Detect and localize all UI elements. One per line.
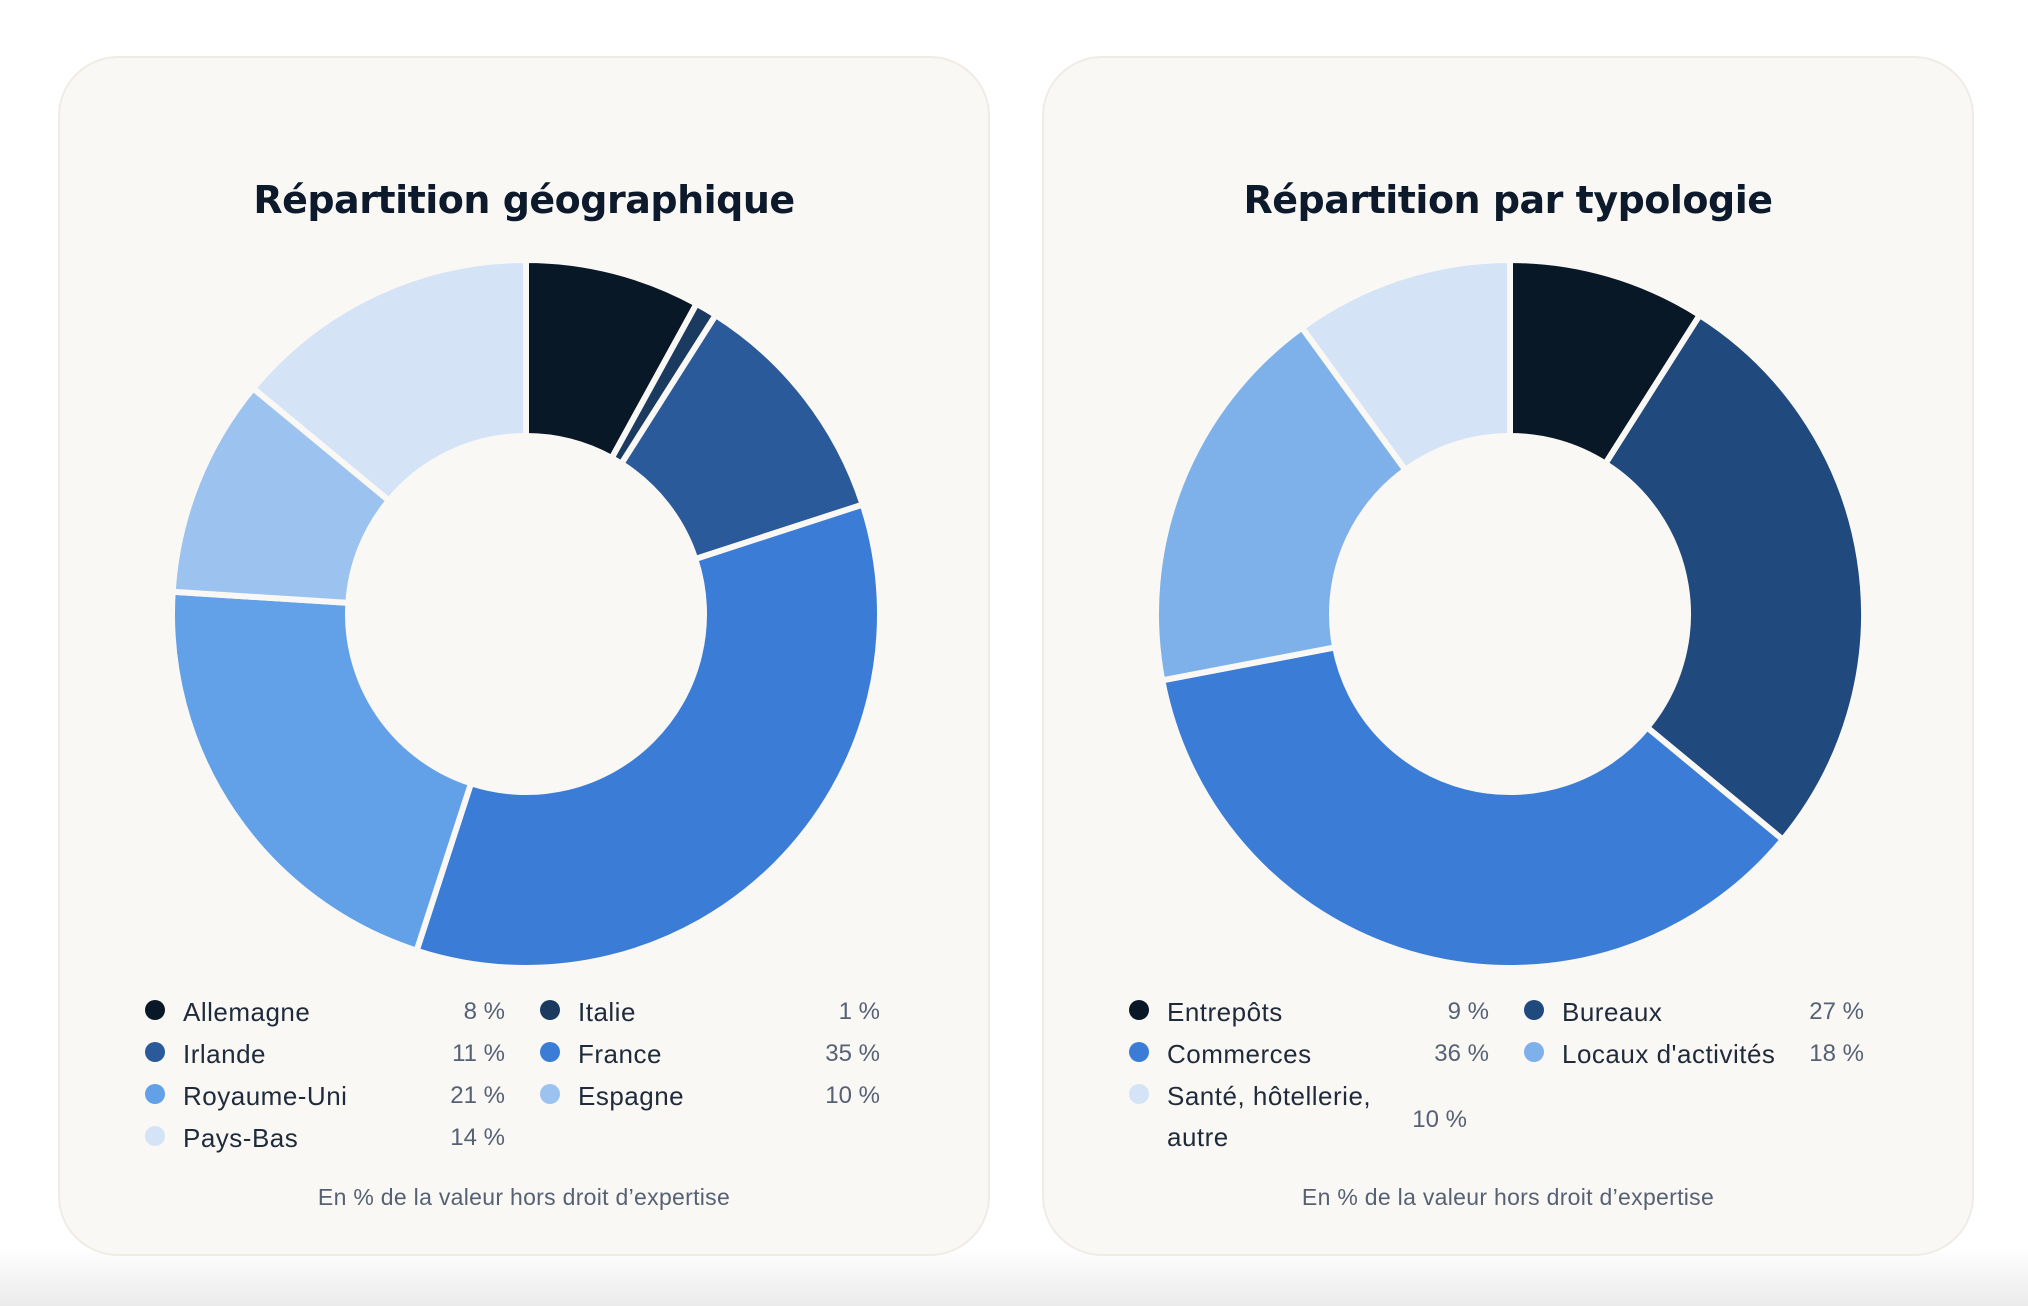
donut-slice-commerces[interactable] bbox=[1158, 643, 1787, 970]
legend-label: Irlande bbox=[183, 1039, 266, 1069]
legend-dot-icon bbox=[145, 1126, 165, 1146]
legend-value: 10 % bbox=[1412, 1106, 1467, 1133]
donut-slice-pays-bas[interactable] bbox=[249, 258, 529, 505]
legend-item-commerces: Commerces 36 % bbox=[1129, 1040, 1524, 1068]
chart-note-geographic: En % de la valeur hors droit d’expertise bbox=[317, 1184, 731, 1210]
legend-label: Royaume-Uni bbox=[183, 1081, 348, 1111]
legend-value: 9 % bbox=[1447, 998, 1489, 1025]
legend-item-france: France 35 % bbox=[540, 1040, 915, 1068]
legend-value: 27 % bbox=[1809, 998, 1864, 1025]
legend-label: Locaux d'activités bbox=[1562, 1039, 1776, 1069]
donut-slice-france[interactable] bbox=[412, 500, 882, 970]
donut-slice-locaux-d-activites[interactable] bbox=[1154, 323, 1410, 684]
legend-label: Santé, hôtellerie, autre bbox=[1167, 1081, 1372, 1152]
donut-slice-sante-hotellerie-autre[interactable] bbox=[1297, 258, 1513, 475]
donut-chart-typology bbox=[1154, 258, 1866, 970]
legend-dot-icon bbox=[145, 1084, 165, 1104]
donut-chart-geographic bbox=[170, 258, 882, 970]
legend-geographic: Allemagne 8 % Italie 1 % Irlande 11 % France 35… bbox=[145, 998, 915, 1152]
legend-dot-icon bbox=[145, 1000, 165, 1020]
legend-label: Italie bbox=[578, 997, 636, 1027]
chart-note-typology: En % de la valeur hors droit d’expertise bbox=[1301, 1184, 1715, 1210]
legend-value: 10 % bbox=[825, 1082, 880, 1109]
legend-value: 14 % bbox=[450, 1124, 505, 1151]
legend-value: 18 % bbox=[1809, 1040, 1864, 1067]
legend-label: Allemagne bbox=[183, 997, 311, 1027]
legend-label: Commerces bbox=[1167, 1039, 1312, 1069]
legend-dot-icon bbox=[145, 1042, 165, 1062]
legend-label: France bbox=[578, 1039, 662, 1069]
legend-dot-icon bbox=[540, 1084, 560, 1104]
chart-title-geographic: Répartition géographique bbox=[253, 178, 795, 222]
legend-item-sante-hotellerie-autre: Santé, hôtellerie, autre 10 % bbox=[1129, 1081, 1524, 1158]
legend-value: 11 % bbox=[452, 1040, 505, 1067]
legend-dot-icon bbox=[1524, 1042, 1544, 1062]
legend-item-bureaux: Bureaux 27 % bbox=[1524, 998, 1899, 1026]
chart-card-geographic: Répartition géographique Allemagne 8 % Ita… bbox=[58, 56, 990, 1256]
legend-value: 1 % bbox=[838, 998, 880, 1025]
legend-value: 36 % bbox=[1434, 1040, 1489, 1067]
legend-value: 21 % bbox=[450, 1082, 505, 1109]
legend-value: 35 % bbox=[825, 1040, 880, 1067]
legend-dot-icon bbox=[1524, 1000, 1544, 1020]
legend-label: Bureaux bbox=[1562, 997, 1663, 1027]
page-bottom-shade bbox=[0, 1246, 2028, 1306]
chart-title-typology: Répartition par typologie bbox=[1243, 178, 1773, 222]
legend-item-italie: Italie 1 % bbox=[540, 998, 915, 1026]
legend-label: Entrepôts bbox=[1167, 997, 1283, 1027]
chart-card-typology: Répartition par typologie Entrepôts 9 % Bu… bbox=[1042, 56, 1974, 1256]
legend-label: Pays-Bas bbox=[183, 1123, 299, 1153]
legend-item-locaux-d-activites: Locaux d'activités 18 % bbox=[1524, 1040, 1899, 1068]
legend-dot-icon bbox=[1129, 1084, 1149, 1104]
legend-label: Espagne bbox=[578, 1081, 685, 1111]
legend-item-royaume-uni: Royaume-Uni 21 % bbox=[145, 1082, 540, 1110]
legend-typology: Entrepôts 9 % Bureaux 27 % Commerces 36 % Loca… bbox=[1129, 998, 1899, 1158]
legend-dot-icon bbox=[1129, 1042, 1149, 1062]
legend-item-irlande: Irlande 11 % bbox=[145, 1040, 540, 1068]
legend-dot-icon bbox=[1129, 1000, 1149, 1020]
legend-item-pays-bas: Pays-Bas 14 % bbox=[145, 1124, 540, 1152]
legend-dot-icon bbox=[540, 1000, 560, 1020]
legend-item-espagne: Espagne 10 % bbox=[540, 1082, 915, 1110]
legend-value: 8 % bbox=[463, 998, 505, 1025]
legend-dot-icon bbox=[540, 1042, 560, 1062]
donut-slice-bureaux[interactable] bbox=[1601, 310, 1866, 844]
donut-slice-royaume-uni[interactable] bbox=[170, 588, 475, 955]
legend-item-entrepots: Entrepôts 9 % bbox=[1129, 998, 1524, 1026]
legend-item-allemagne: Allemagne 8 % bbox=[145, 998, 540, 1026]
